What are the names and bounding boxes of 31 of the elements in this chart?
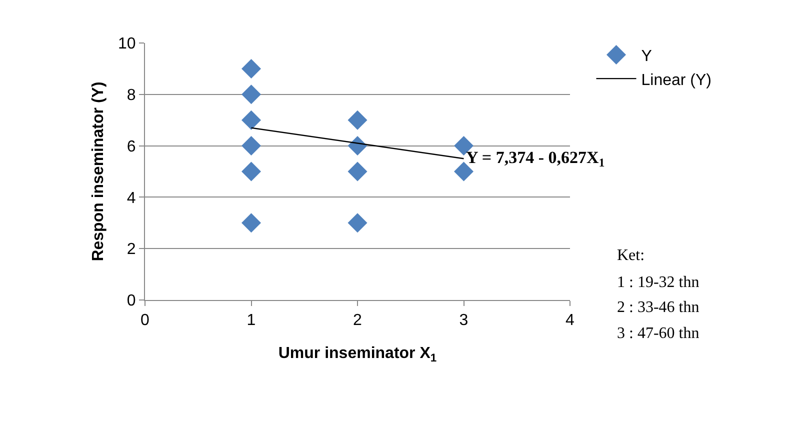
point [348,162,368,182]
annotation: Y = 7,374 - 0,627X$_{1}$ [466,148,605,170]
x-tick-label: 2 [353,312,362,330]
point [348,213,368,233]
text: 3 : 47-60 thn [617,325,700,342]
point [242,84,261,104]
legend-label: Y [641,48,652,65]
y-tick-label: 8 [126,87,136,104]
text: Ket: [617,247,645,264]
x-tick-label: 4 [566,312,575,330]
point [242,162,261,182]
point [348,110,368,130]
point [242,136,261,156]
y-tick-label: 4 [126,190,136,207]
point [242,110,261,130]
x-tick-label: 3 [459,312,468,330]
point [242,213,261,233]
y-tick-label: 6 [126,138,136,156]
point [348,136,368,156]
point [454,162,474,182]
text: 1 : 19-32 thn [617,274,700,291]
y-tick-label: 0 [126,292,136,310]
y-tick-label: 10 [118,36,136,53]
x-tick-label: 1 [246,312,256,330]
text: 2 : 33-46 thn [617,299,700,316]
y-axis-title: Respon inseminator (Y) [90,82,107,262]
x-axis-title: Umur inseminator X$_{1}$ [278,345,437,364]
x-tick-label: 0 [140,312,150,330]
y-tick-label: 2 [126,241,136,258]
legend-label: Linear (Y) [641,72,712,89]
point [242,58,261,78]
